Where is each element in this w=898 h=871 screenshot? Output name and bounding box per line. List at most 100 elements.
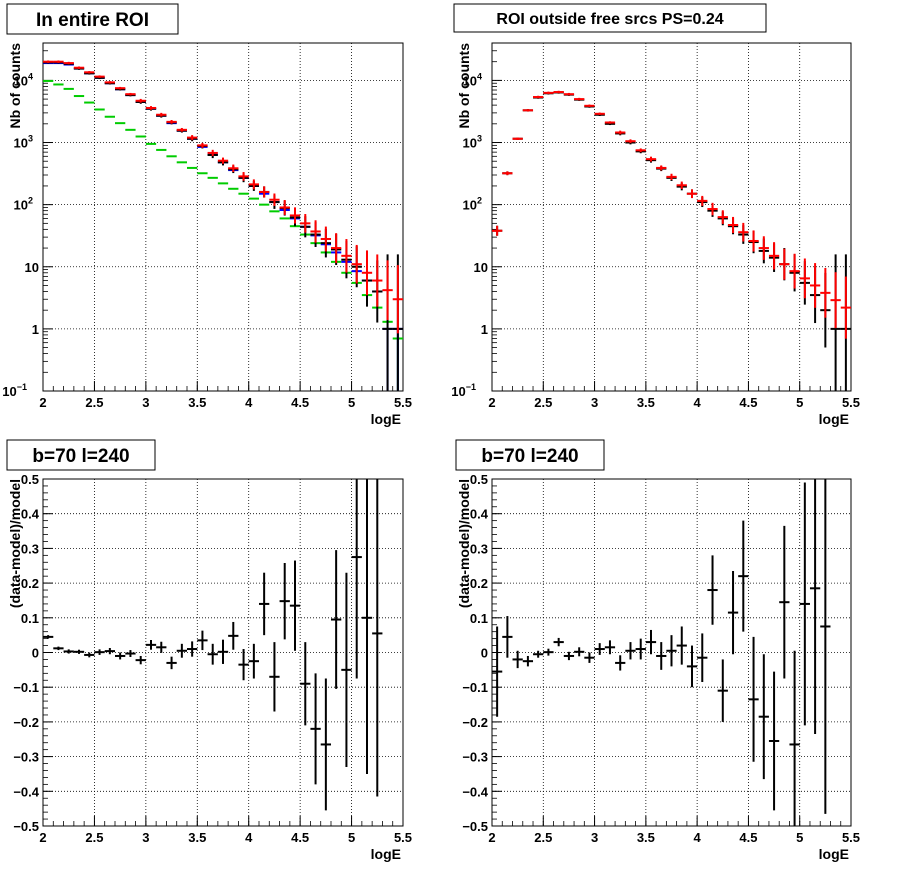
title-box [6, 3, 179, 35]
data-point [156, 112, 167, 117]
title-box [453, 3, 767, 33]
x-tick-label: 4.5 [291, 830, 309, 845]
x-tick-label: 4.5 [739, 830, 757, 845]
y-tick-label: −0.1 [13, 680, 39, 695]
data-point [341, 239, 352, 273]
data-point [584, 104, 595, 108]
data-point [717, 210, 728, 224]
data-point [820, 268, 831, 318]
data-point [94, 649, 105, 655]
data-point [748, 230, 759, 252]
y-tick-label: 0 [481, 646, 488, 661]
data-point [73, 649, 85, 654]
data-point [686, 189, 698, 199]
x-tick-label: 3 [142, 830, 149, 845]
data-point [707, 555, 718, 625]
data-point [279, 562, 290, 640]
data-point [727, 570, 739, 655]
y-tick-label: −0.5 [13, 819, 39, 834]
x-tick-label: 3.5 [188, 395, 206, 410]
data-point [63, 649, 74, 654]
y-tick-exponent: 2 [28, 196, 33, 206]
data-point [166, 120, 177, 124]
y-tick-label: 103 [463, 134, 482, 151]
data-point [645, 629, 657, 655]
data-point [115, 86, 126, 90]
data-point [758, 236, 769, 260]
data-point [310, 220, 321, 243]
data-point [289, 560, 301, 651]
data-point [217, 639, 229, 664]
data-point [104, 647, 115, 655]
data-point [502, 616, 513, 658]
data-point [645, 156, 657, 162]
data-point [840, 276, 851, 339]
data-point [686, 645, 698, 688]
data-point [176, 643, 187, 658]
y-tick-exponent: 3 [477, 134, 482, 144]
data-point [584, 652, 595, 663]
x-tick-label: 3 [591, 830, 598, 845]
data-point [84, 71, 95, 74]
data-point [656, 165, 667, 171]
data-point [553, 90, 564, 94]
data-point [372, 479, 383, 797]
data-point [512, 137, 523, 140]
x-tick-label: 5 [796, 395, 803, 410]
x-tick-label: 5 [348, 395, 355, 410]
data-point [799, 258, 810, 299]
x-tick-label: 2 [488, 395, 495, 410]
data-point [635, 148, 646, 153]
data-point [73, 66, 85, 69]
y-tick-label: −0.4 [462, 784, 488, 799]
y-tick-label: −0.2 [462, 715, 488, 730]
data-point [615, 130, 626, 135]
data-point [594, 643, 605, 655]
x-tick-label: 4 [694, 395, 702, 410]
y-tick-label: −0.3 [462, 750, 488, 765]
chart-panel: 2 2.5 3 3.5 4 4.5 5 5.5 −0.5 −0.4 −0.3 −0.2 −0.1 0 0.1… [455, 439, 860, 862]
data-point [361, 479, 373, 774]
data-point [228, 164, 239, 172]
data-point [63, 61, 74, 65]
x-tick-label: 4.5 [739, 395, 757, 410]
y-tick-label: 0.2 [21, 576, 39, 591]
x-axis-label: logE [371, 846, 401, 862]
data-point [543, 648, 554, 656]
data-point [697, 195, 708, 206]
x-tick-label: 3 [142, 395, 149, 410]
x-tick-label: 2.5 [85, 830, 103, 845]
y-tick-label: 103 [14, 134, 33, 151]
y-tick-exponent: 2 [477, 196, 482, 206]
data-point [361, 250, 373, 296]
x-tick-label: 4.5 [291, 395, 309, 410]
data-point [738, 520, 749, 632]
y-tick-exponent: 4 [28, 71, 33, 81]
data-point [197, 630, 208, 651]
data-point [758, 654, 769, 780]
data-point [789, 253, 800, 289]
data-point [809, 479, 821, 735]
y-tick-label: 10−1 [2, 382, 27, 399]
data-point [372, 254, 383, 307]
data-point [238, 172, 249, 181]
data-point [176, 127, 187, 132]
data-point [779, 248, 790, 280]
data-point [768, 671, 780, 811]
data-series [492, 90, 851, 339]
data-point [799, 482, 810, 726]
y-axis-label: (data-model)/model [456, 479, 472, 608]
data-point [717, 659, 728, 722]
data-point [533, 650, 544, 658]
y-tick-exponent: −1 [466, 382, 476, 392]
y-tick-label: 0.3 [21, 541, 39, 556]
data-point [197, 142, 208, 148]
data-point [125, 92, 136, 96]
data-point [830, 272, 841, 329]
data-point [248, 643, 259, 679]
data-point [574, 97, 585, 101]
data-point [492, 626, 503, 717]
